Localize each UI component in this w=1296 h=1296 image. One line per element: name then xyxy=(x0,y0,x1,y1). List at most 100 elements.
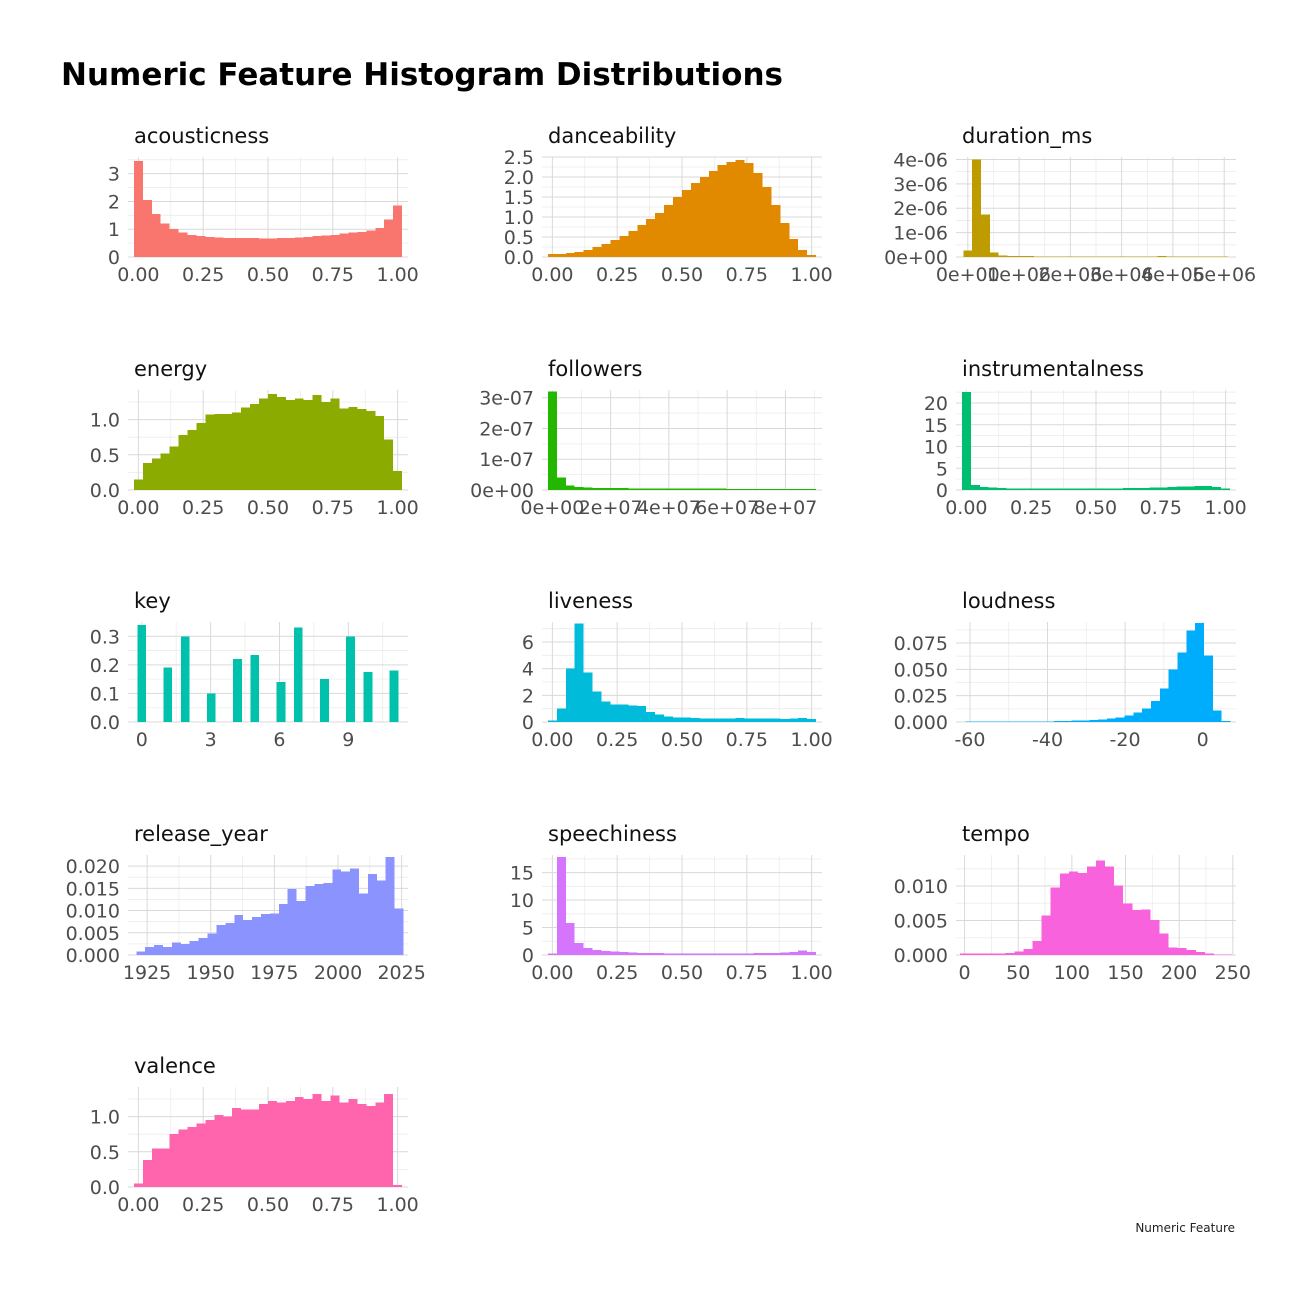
y-tick-label: 2 xyxy=(108,191,120,213)
x-tick-label: 8e+07 xyxy=(753,497,817,519)
x-tick-label: 0.00 xyxy=(117,497,159,519)
histogram-bar xyxy=(1060,256,1070,257)
histogram-bar xyxy=(1222,954,1233,955)
histogram-bar xyxy=(753,173,763,257)
histogram-bar xyxy=(1078,256,1087,257)
histogram-bar xyxy=(163,667,173,722)
y-tick-label: 0.0 xyxy=(90,1177,120,1199)
histogram-bar xyxy=(259,398,268,490)
histogram-bar xyxy=(285,1101,295,1187)
histogram-bar xyxy=(321,1101,331,1187)
x-tick-label: 1.00 xyxy=(790,962,832,984)
histogram-bar xyxy=(1186,950,1196,955)
histogram-bar xyxy=(1113,256,1123,257)
y-tick-label: 0.3 xyxy=(90,626,120,648)
histogram-bar xyxy=(261,914,270,955)
histogram-bar xyxy=(601,243,611,257)
histogram-bar xyxy=(1177,652,1187,722)
histogram-bar xyxy=(196,423,206,490)
histogram-bar xyxy=(690,718,700,722)
y-tick-label: 6 xyxy=(522,632,534,654)
histogram-bar xyxy=(1185,486,1195,490)
histogram-bar xyxy=(664,716,674,722)
histogram-bar xyxy=(1195,952,1205,955)
histogram-bar xyxy=(1203,486,1213,490)
histogram-bar xyxy=(393,470,403,490)
histogram-bar xyxy=(996,953,1006,955)
histogram-bar xyxy=(690,183,700,257)
x-tick-label: 0.75 xyxy=(726,962,768,984)
histogram-bar xyxy=(341,871,351,955)
histogram-bar xyxy=(285,399,295,490)
histogram-bar xyxy=(207,933,217,955)
histogram-bar xyxy=(1113,488,1123,490)
histogram-bar xyxy=(303,399,313,490)
histogram-bar xyxy=(259,1103,268,1187)
histogram-bar xyxy=(744,953,754,955)
y-tick-label: 2.0 xyxy=(504,167,534,189)
histogram-bar xyxy=(619,236,629,257)
histogram-bar xyxy=(681,717,691,722)
histogram-bar xyxy=(330,398,340,490)
histogram-bar xyxy=(178,435,188,490)
histogram-bar xyxy=(726,161,736,257)
histogram-bar xyxy=(187,430,197,490)
histogram-bar xyxy=(1212,710,1222,722)
x-tick-label: 0.00 xyxy=(531,729,573,751)
x-tick-label: -60 xyxy=(954,729,985,751)
histogram-bar xyxy=(592,487,602,490)
histogram-bar xyxy=(789,951,799,955)
histogram-bar xyxy=(744,163,754,257)
histogram-bar xyxy=(699,953,709,955)
histogram-bar xyxy=(1194,485,1204,490)
histogram-bar xyxy=(250,238,260,257)
histogram-bar xyxy=(385,857,395,955)
histogram-bar xyxy=(998,255,1008,257)
histogram-bar xyxy=(314,883,324,955)
x-tick-label: 0.75 xyxy=(312,264,354,286)
x-tick-label: 0.25 xyxy=(1010,497,1052,519)
histogram-bar xyxy=(717,488,727,490)
histogram-bar xyxy=(1033,256,1043,257)
histogram-bar xyxy=(1201,256,1211,257)
panel-speechiness: speechiness 0.00 0.25 0.50 0.75 1.00 0 5 10 15 xyxy=(510,822,833,984)
histogram-bar xyxy=(1077,872,1087,955)
panel-title: acousticness xyxy=(134,124,269,148)
histogram-bar xyxy=(1158,487,1168,490)
x-tick-label: 0.50 xyxy=(247,497,289,519)
panel-followers: followers0e+002e+074e+076e+078e+070e+001… xyxy=(470,357,822,519)
histogram-bar xyxy=(574,623,584,722)
histogram-bar xyxy=(1175,256,1184,257)
y-tick-label: 1.0 xyxy=(504,207,534,229)
x-tick-label: 200 xyxy=(1161,962,1197,984)
histogram-bar xyxy=(187,234,197,257)
histogram-bar xyxy=(708,953,718,955)
histogram-bar xyxy=(1176,486,1186,490)
histogram-bar xyxy=(1142,708,1152,722)
x-tick-label: 0.75 xyxy=(312,497,354,519)
histogram-bar xyxy=(780,223,790,257)
histogram-bar xyxy=(1006,488,1016,490)
histogram-bar xyxy=(348,232,358,257)
histogram-bar xyxy=(241,1109,251,1187)
histogram-bar xyxy=(276,682,286,722)
histogram-bar xyxy=(1087,488,1096,490)
y-tick-label: 1e-06 xyxy=(893,223,948,245)
y-tick-label: 3e-06 xyxy=(893,174,948,196)
histogram-bar xyxy=(169,229,179,257)
histogram-bar xyxy=(205,1120,215,1187)
histogram-bar xyxy=(655,213,665,257)
histogram-bar xyxy=(1098,719,1107,722)
histogram-bar xyxy=(375,416,385,490)
y-tick-label: 2 xyxy=(522,685,534,707)
histogram-bar xyxy=(807,255,817,257)
histogram-bar xyxy=(699,177,709,257)
histogram-bar xyxy=(1183,256,1193,257)
histogram-bar xyxy=(565,253,575,257)
y-tick-label: 2e-07 xyxy=(479,418,534,440)
histogram-bar xyxy=(771,718,781,722)
histogram-bar xyxy=(276,397,286,490)
panel-title: valence xyxy=(134,1054,216,1078)
x-tick-label: 0.75 xyxy=(726,264,768,286)
